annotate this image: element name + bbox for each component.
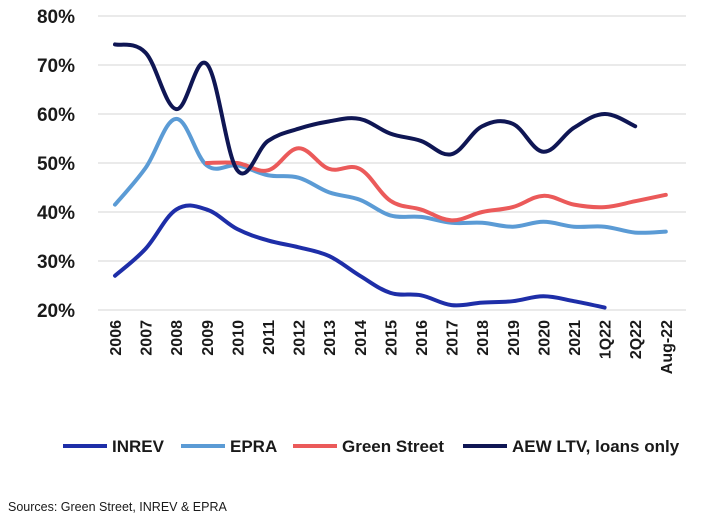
legend-label-inrev: INREV — [112, 437, 165, 456]
legend: INREV EPRA Green Street AEW LTV, loans only — [63, 437, 680, 456]
x-tick-label: 2020 — [536, 320, 553, 356]
x-tick-label: 2019 — [506, 320, 523, 356]
series-line-green-street — [204, 146, 668, 223]
x-tick-label: 2009 — [200, 320, 217, 356]
series-line-epra — [113, 116, 668, 235]
x-tick-label: Aug-22 — [659, 320, 676, 374]
y-tick-label: 80% — [37, 7, 75, 28]
y-tick-label: 50% — [37, 154, 75, 175]
legend-label-epra: EPRA — [230, 437, 277, 456]
x-tick-label: 2014 — [353, 320, 370, 356]
x-tick-label: 2007 — [139, 320, 156, 356]
x-tick-label: 2015 — [383, 320, 400, 356]
grid-lines — [98, 15, 686, 311]
x-tick-label: 2008 — [169, 320, 186, 356]
x-tick-label: 2006 — [108, 320, 125, 356]
x-tick-label: 2017 — [445, 320, 462, 356]
y-tick-label: 70% — [37, 56, 75, 77]
x-tick-label: 2021 — [567, 320, 584, 356]
y-axis-tick-labels: 20% 30% 40% 50% 60% 70% 80% — [37, 7, 75, 322]
x-tick-label: 2011 — [261, 320, 278, 355]
series-lines — [113, 42, 668, 310]
x-tick-label: 2010 — [230, 320, 247, 356]
y-tick-label: 40% — [37, 203, 75, 224]
x-tick-label: 2016 — [414, 320, 431, 356]
source-note: Sources: Green Street, INREV & EPRA — [8, 500, 227, 514]
x-axis-tick-labels: 2006 2007 2008 2009 2010 2011 2012 2013 2014 2015… — [108, 320, 676, 374]
x-tick-label: 1Q22 — [598, 320, 615, 359]
y-tick-label: 20% — [37, 301, 75, 322]
series-line-inrev — [113, 203, 607, 310]
x-tick-label: 2012 — [292, 320, 309, 356]
series-line-aew-ltv-loans-only — [113, 42, 638, 176]
legend-label-aew-ltv-loans-only: AEW LTV, loans only — [512, 437, 680, 456]
legend-label-green-street: Green Street — [342, 437, 444, 456]
x-tick-label: 2Q22 — [628, 320, 645, 359]
y-tick-label: 30% — [37, 252, 75, 273]
y-tick-label: 60% — [37, 105, 75, 126]
x-tick-label: 2013 — [322, 320, 339, 356]
x-tick-label: 2018 — [475, 320, 492, 356]
